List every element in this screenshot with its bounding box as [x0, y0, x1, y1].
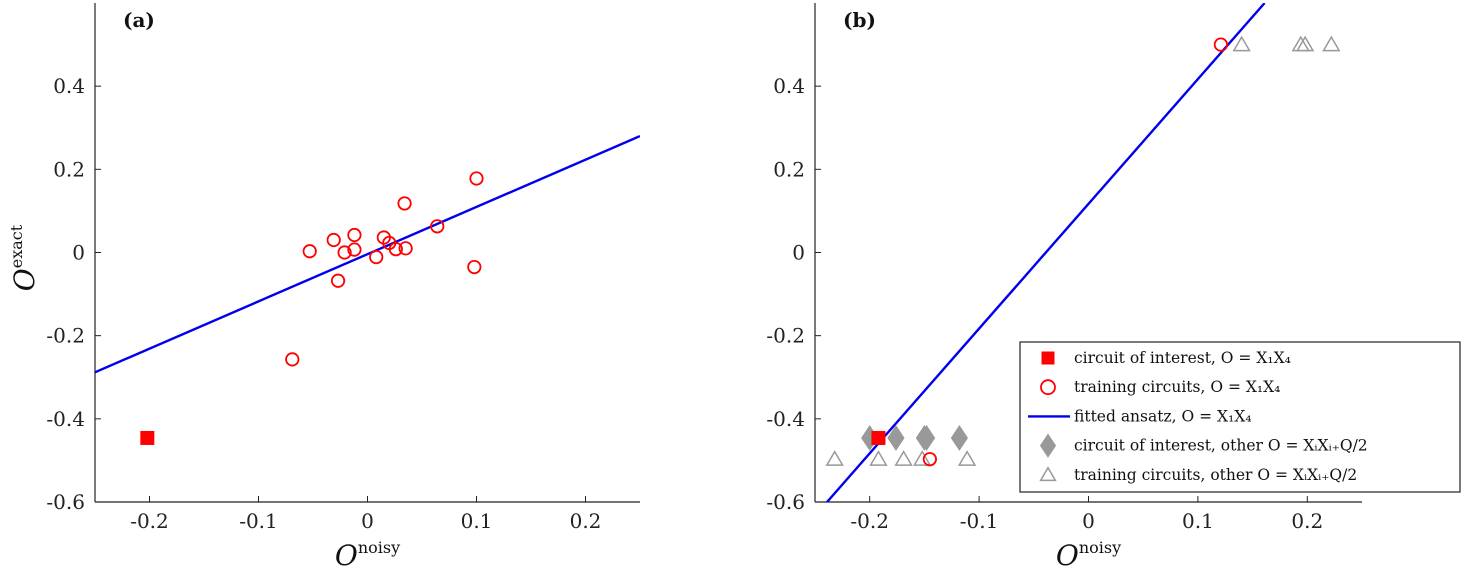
open-triangle-point	[1295, 35, 1315, 52]
plot-area	[826, 3, 1266, 502]
open-circle-point	[347, 227, 362, 243]
panel-label: (b)	[843, 8, 876, 32]
legend-label: training circuits, O = X₁X₄	[1074, 378, 1280, 396]
legend-marker	[1039, 466, 1057, 482]
y-tick-label: -0.4	[766, 407, 805, 431]
open-circle-point	[326, 232, 341, 248]
open-circle-point	[330, 273, 346, 288]
open-circle-point	[302, 244, 317, 259]
legend-label: fitted ansatz, O = X₁X₄	[1074, 407, 1252, 425]
x-axis-label: Onoisy	[335, 538, 400, 572]
legend-marker	[1039, 433, 1057, 458]
y-tick-label: 0.4	[773, 74, 805, 98]
legend-marker	[1040, 379, 1056, 396]
open-circle-point	[398, 241, 413, 256]
open-circle-point	[430, 219, 445, 234]
x-tick-label: 0.1	[1182, 509, 1214, 533]
y-tick-label: -0.2	[766, 324, 805, 348]
open-circle-point	[469, 171, 484, 186]
open-triangle-point	[825, 450, 844, 466]
y-tick-label: 0.4	[53, 74, 85, 98]
x-tick-label: 0.1	[461, 509, 493, 533]
panel-a: -0.2 -0.1 0 0.1 0.2 -0.6 -0.4 -0.2 0 0.2 0.4 (a) Ono…	[7, 3, 640, 572]
legend-box	[1019, 341, 1461, 493]
y-tick-label: 0.2	[773, 157, 805, 181]
x-tick-label: 0.2	[570, 509, 602, 533]
y-tick-label: -0.4	[46, 407, 85, 431]
x-tick-label: -0.1	[239, 509, 278, 533]
legend-label: training circuits, other O = XᵢXᵢ₊Q/2	[1074, 466, 1357, 484]
open-triangle-point	[957, 450, 977, 466]
y-tick-label: 0.2	[53, 157, 85, 181]
x-tick-label: 0.2	[1291, 509, 1323, 533]
y-tick-label: -0.6	[46, 490, 85, 514]
open-triangle-point	[1322, 35, 1341, 52]
open-circle-point	[397, 196, 412, 211]
x-axis-label: Onoisy	[1056, 538, 1121, 572]
open-circle-point	[285, 352, 300, 367]
open-circle-point	[347, 242, 362, 257]
filled-square-point	[140, 430, 155, 445]
open-circle-point	[1213, 37, 1228, 52]
open-triangle-point	[894, 450, 913, 466]
filled-diamond-point	[950, 425, 969, 451]
panel-b: -0.2 -0.1 0 0.1 0.2 -0.6 -0.4 -0.2 0 0.2 0.4 (b) Ono…	[766, 3, 1461, 572]
legend-label: circuit of interest, O = X₁X₄	[1074, 349, 1291, 367]
filled-diamond-point	[917, 425, 936, 451]
open-triangle-point	[1232, 35, 1251, 52]
x-tick-label: -0.1	[960, 509, 999, 533]
legend: circuit of interest, O = X₁X₄ training ci…	[1019, 341, 1461, 493]
x-tick-label: 0	[1082, 509, 1095, 533]
x-tick-label: 0	[361, 509, 374, 533]
x-tick-label: -0.2	[850, 509, 889, 533]
open-circle-point	[388, 242, 403, 257]
y-tick-label: -0.6	[766, 490, 805, 514]
y-tick-label: 0	[72, 241, 85, 265]
open-circle-point	[467, 259, 482, 275]
fitted-ansatz-line	[826, 3, 1266, 502]
open-circle-point	[337, 245, 352, 260]
filled-square-point	[871, 430, 886, 445]
open-triangle-point	[913, 450, 932, 466]
fitted-ansatz-line	[95, 134, 640, 374]
y-tick-label: -0.2	[46, 324, 85, 348]
plot-area	[95, 134, 640, 374]
legend-marker	[1041, 351, 1055, 365]
y-axis-label: Oexact	[7, 224, 41, 291]
x-tick-label: -0.2	[130, 509, 169, 533]
y-tick-label: 0	[792, 241, 805, 265]
panel-label: (a)	[123, 8, 155, 32]
filled-diamond-point	[887, 425, 905, 451]
open-triangle-point	[869, 450, 888, 466]
legend-label: circuit of interest, other O = XᵢXᵢ₊Q/2	[1074, 437, 1368, 455]
open-circle-point	[922, 452, 937, 467]
open-circle-point	[369, 249, 384, 265]
